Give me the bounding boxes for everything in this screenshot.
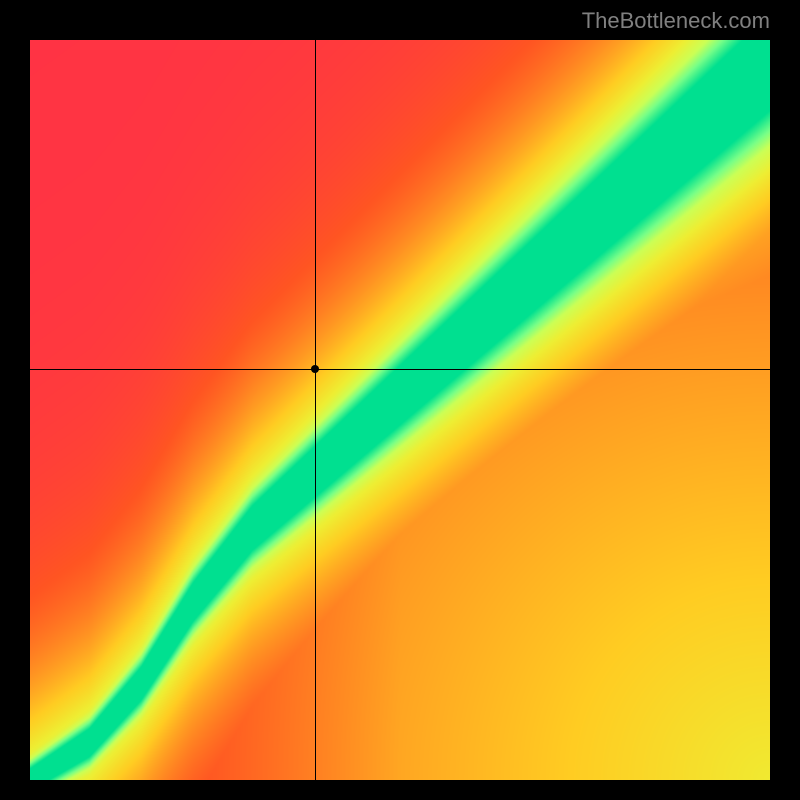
- heatmap-canvas: [30, 40, 770, 780]
- crosshair-horizontal: [30, 369, 770, 370]
- crosshair-vertical: [315, 40, 316, 780]
- crosshair-marker: [311, 365, 319, 373]
- bottleneck-heatmap-chart: [30, 40, 770, 780]
- watermark-text: TheBottleneck.com: [582, 8, 770, 34]
